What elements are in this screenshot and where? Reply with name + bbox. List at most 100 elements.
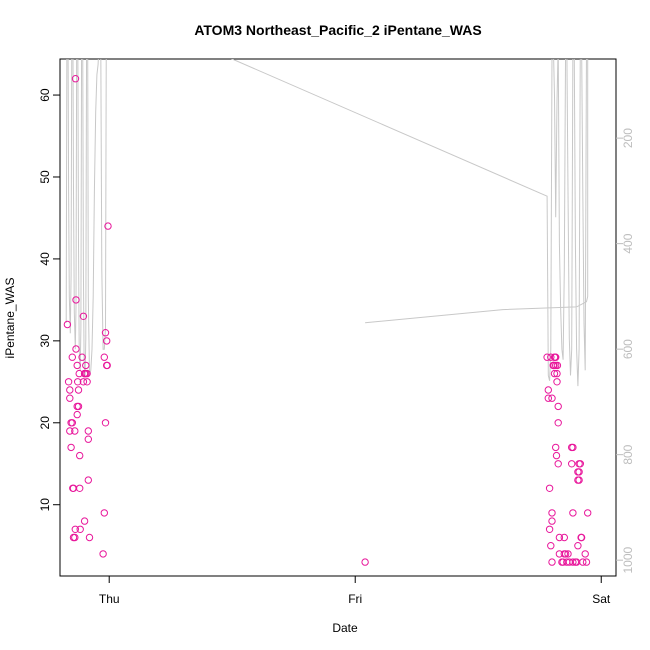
data-point (101, 419, 110, 427)
data-point (80, 517, 89, 525)
data-point (548, 517, 556, 525)
data-point (76, 525, 84, 533)
data-point (575, 468, 583, 476)
data-point (545, 525, 554, 533)
x-axis-label: Date (332, 621, 358, 635)
data-point (64, 378, 73, 386)
data-point (84, 435, 93, 443)
data-point (581, 550, 589, 558)
data-point (68, 419, 77, 427)
y-right-tick-label: 1000 (621, 547, 635, 574)
data-point (584, 509, 592, 517)
data-point (555, 533, 564, 542)
data-point (66, 427, 74, 435)
y-tick-label: 60 (38, 88, 52, 102)
data-point (577, 533, 586, 542)
series-line (65, 59, 589, 387)
data-point (73, 410, 81, 419)
data-point (79, 312, 88, 320)
data-point (544, 386, 552, 394)
series-points (63, 75, 592, 566)
data-point (78, 353, 86, 361)
series-lines (65, 59, 589, 387)
data-point (66, 386, 74, 394)
data-point (76, 484, 84, 492)
data-point (544, 394, 552, 402)
data-point (84, 427, 93, 435)
data-point (79, 378, 88, 386)
data-point (575, 476, 583, 484)
data-point (361, 558, 369, 566)
y-tick-label: 30 (38, 334, 52, 348)
y-right-tick-label: 600 (621, 339, 635, 359)
data-point (71, 525, 80, 533)
data-point (576, 460, 584, 468)
data-point (545, 484, 554, 492)
y-tick-label: 50 (38, 170, 52, 184)
data-point (71, 427, 79, 435)
data-point (548, 509, 556, 517)
data-point (67, 443, 75, 452)
data-point (568, 460, 576, 468)
data-point (103, 361, 111, 370)
data-point (73, 361, 81, 370)
data-point (554, 402, 562, 411)
data-point (553, 378, 561, 386)
data-point (561, 550, 570, 558)
data-point (569, 558, 577, 566)
x-tick-label: Fri (348, 592, 362, 606)
data-point (552, 353, 560, 361)
data-point (74, 386, 83, 394)
data-point (104, 222, 112, 230)
data-point (569, 509, 577, 517)
data-point (553, 361, 562, 370)
y-tick-label: 20 (38, 416, 52, 430)
data-point (68, 353, 77, 361)
plot-area (63, 59, 592, 566)
y-axis-right: 200 400 600 800 1000 (616, 128, 635, 574)
data-point (547, 542, 555, 550)
data-point (579, 558, 587, 566)
data-point (71, 533, 79, 542)
data-point (547, 353, 555, 361)
data-point (550, 369, 559, 378)
data-point (569, 443, 577, 452)
data-point (72, 296, 80, 304)
data-point (63, 320, 72, 329)
data-point (83, 378, 91, 386)
data-point (100, 353, 109, 361)
data-point (71, 75, 80, 83)
y-right-tick-label: 200 (621, 128, 635, 148)
data-point (101, 329, 110, 337)
data-point (543, 353, 551, 361)
data-point (72, 345, 80, 353)
y-right-tick-label: 400 (621, 233, 635, 253)
data-point (548, 394, 556, 402)
data-point (100, 509, 109, 517)
data-point (553, 369, 561, 378)
data-point (582, 558, 591, 566)
data-point (74, 402, 83, 411)
y-axis-left: 10 20 30 40 50 60 (38, 88, 60, 511)
y-axis-label: iPentane_WAS (3, 278, 17, 359)
data-point (552, 451, 561, 460)
data-point (574, 542, 582, 550)
data-point (552, 443, 560, 452)
y-tick-label: 10 (38, 498, 52, 512)
data-point (99, 550, 107, 558)
data-point (564, 550, 572, 558)
data-point (560, 533, 568, 542)
y-right-tick-label: 800 (621, 444, 635, 464)
x-tick-label: Thu (99, 592, 120, 606)
data-point (76, 451, 84, 460)
data-point (85, 533, 94, 542)
data-point (83, 369, 91, 378)
data-point (554, 419, 562, 427)
data-point (548, 558, 556, 566)
y-tick-label: 40 (38, 252, 52, 266)
x-tick-label: Sat (592, 592, 611, 606)
data-point (82, 361, 90, 370)
plot-frame (59, 58, 617, 577)
data-point (66, 394, 74, 402)
